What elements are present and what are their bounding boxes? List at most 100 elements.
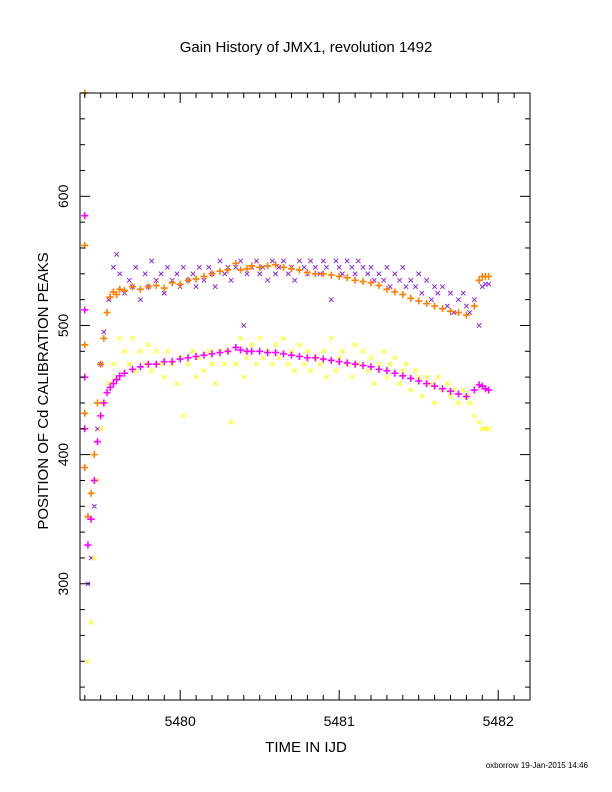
data-point xyxy=(216,267,224,275)
plot-frame xyxy=(79,92,531,701)
data-point xyxy=(81,212,89,220)
data-point xyxy=(97,412,105,420)
x-axis-label: TIME IN IJD xyxy=(265,739,347,756)
data-point xyxy=(85,658,91,664)
data-point xyxy=(90,476,98,484)
data-point xyxy=(269,361,275,367)
data-point xyxy=(222,271,228,277)
data-point xyxy=(295,352,303,360)
data-point xyxy=(81,464,89,472)
data-point xyxy=(455,297,461,303)
data-point xyxy=(273,342,279,348)
data-point xyxy=(87,489,95,497)
series-0 xyxy=(85,251,492,587)
data-point xyxy=(471,297,477,303)
data-point xyxy=(276,355,282,361)
data-point xyxy=(455,400,461,406)
data-point xyxy=(399,290,407,298)
data-point xyxy=(114,251,120,257)
data-point xyxy=(216,349,224,357)
data-point xyxy=(424,374,430,380)
data-point xyxy=(476,322,482,329)
data-point xyxy=(161,374,167,380)
data-point xyxy=(312,264,318,270)
data-point xyxy=(481,385,489,393)
data-point xyxy=(280,335,287,341)
data-point xyxy=(375,281,383,289)
data-point xyxy=(244,271,250,277)
data-point xyxy=(384,264,390,270)
data-point xyxy=(303,269,311,277)
data-point xyxy=(180,264,186,270)
data-point xyxy=(392,355,398,361)
data-point xyxy=(241,322,247,329)
data-point xyxy=(287,351,295,359)
data-point xyxy=(446,307,454,315)
data-point xyxy=(416,374,422,380)
data-point xyxy=(110,264,116,270)
data-point xyxy=(400,368,406,374)
data-point xyxy=(228,419,234,425)
data-point xyxy=(93,438,101,446)
data-point xyxy=(365,368,371,374)
data-point xyxy=(142,271,148,277)
data-point xyxy=(256,347,264,355)
y-tick-label: 400 xyxy=(55,443,71,467)
data-point xyxy=(327,271,335,279)
data-point xyxy=(81,341,89,349)
data-point xyxy=(117,335,123,341)
data-point xyxy=(193,374,199,380)
data-point xyxy=(486,281,492,287)
data-point xyxy=(359,362,367,370)
data-point xyxy=(91,555,97,561)
data-point xyxy=(153,348,159,354)
data-point xyxy=(384,374,390,380)
data-point xyxy=(200,272,208,280)
data-point xyxy=(460,290,466,296)
data-point xyxy=(320,348,326,354)
data-point xyxy=(467,309,473,316)
data-point xyxy=(407,374,415,382)
data-point xyxy=(432,400,438,406)
data-point xyxy=(292,368,298,374)
data-point xyxy=(224,266,232,274)
data-point xyxy=(349,264,355,270)
data-point xyxy=(272,261,280,269)
data-point xyxy=(444,303,450,309)
data-point xyxy=(403,284,409,290)
data-point xyxy=(237,346,245,354)
y-tick-label: 500 xyxy=(55,314,71,338)
chart-title: Gain History of JMX1, revolution 1492 xyxy=(180,39,433,56)
data-point xyxy=(237,266,245,274)
data-point xyxy=(238,335,244,341)
data-point xyxy=(176,280,184,288)
data-point xyxy=(454,309,462,317)
data-point xyxy=(208,350,216,358)
data-point xyxy=(333,258,339,264)
data-point xyxy=(351,276,359,284)
data-point xyxy=(121,287,129,295)
data-point xyxy=(365,271,371,277)
data-point xyxy=(485,272,493,280)
data-point xyxy=(206,348,212,354)
data-point xyxy=(381,348,387,354)
data-point xyxy=(311,354,319,362)
data-point xyxy=(368,355,374,361)
data-point xyxy=(343,274,351,282)
data-point xyxy=(264,349,272,357)
data-point xyxy=(295,266,303,274)
data-point xyxy=(381,277,387,283)
data-point xyxy=(97,360,105,368)
data-point xyxy=(113,290,121,298)
data-point xyxy=(431,382,439,390)
axis-ticks: 5480 5481 5482 300 400 500 600 xyxy=(55,92,531,729)
data-point xyxy=(367,363,375,371)
data-point xyxy=(224,347,232,355)
data-point xyxy=(371,277,377,283)
data-point xyxy=(133,264,139,270)
data-point xyxy=(288,348,295,354)
data-point xyxy=(319,270,327,278)
data-point xyxy=(323,374,330,380)
data-point xyxy=(485,386,493,394)
data-point xyxy=(185,361,191,367)
